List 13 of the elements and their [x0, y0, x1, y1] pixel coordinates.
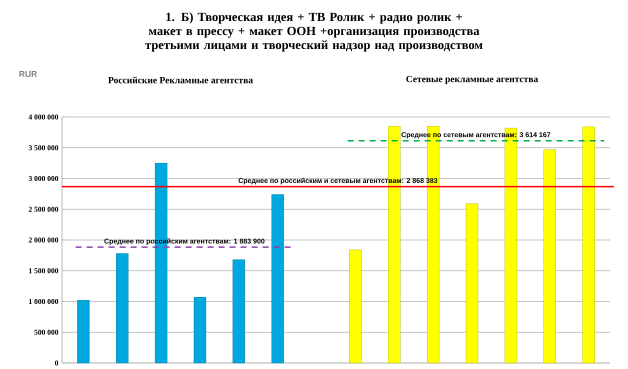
y-axis-title: RUR	[19, 71, 38, 78]
bar	[77, 300, 90, 364]
text: Сетевые рекламные агентства	[406, 76, 538, 84]
text: Российские Рекламные агентства	[108, 76, 253, 84]
bar	[349, 250, 362, 364]
bar	[194, 297, 206, 364]
bar	[272, 194, 284, 364]
chart-title: 1. Б) Творческая идея + ТВ Ролик + радио ролик + макет в прессу + макет ООН +организация производства третьими лицами и творческий надзор над производством	[145, 12, 483, 52]
bar	[116, 253, 128, 364]
bar	[544, 149, 556, 364]
bar	[466, 204, 478, 364]
bar	[232, 260, 246, 364]
bar	[582, 126, 595, 364]
